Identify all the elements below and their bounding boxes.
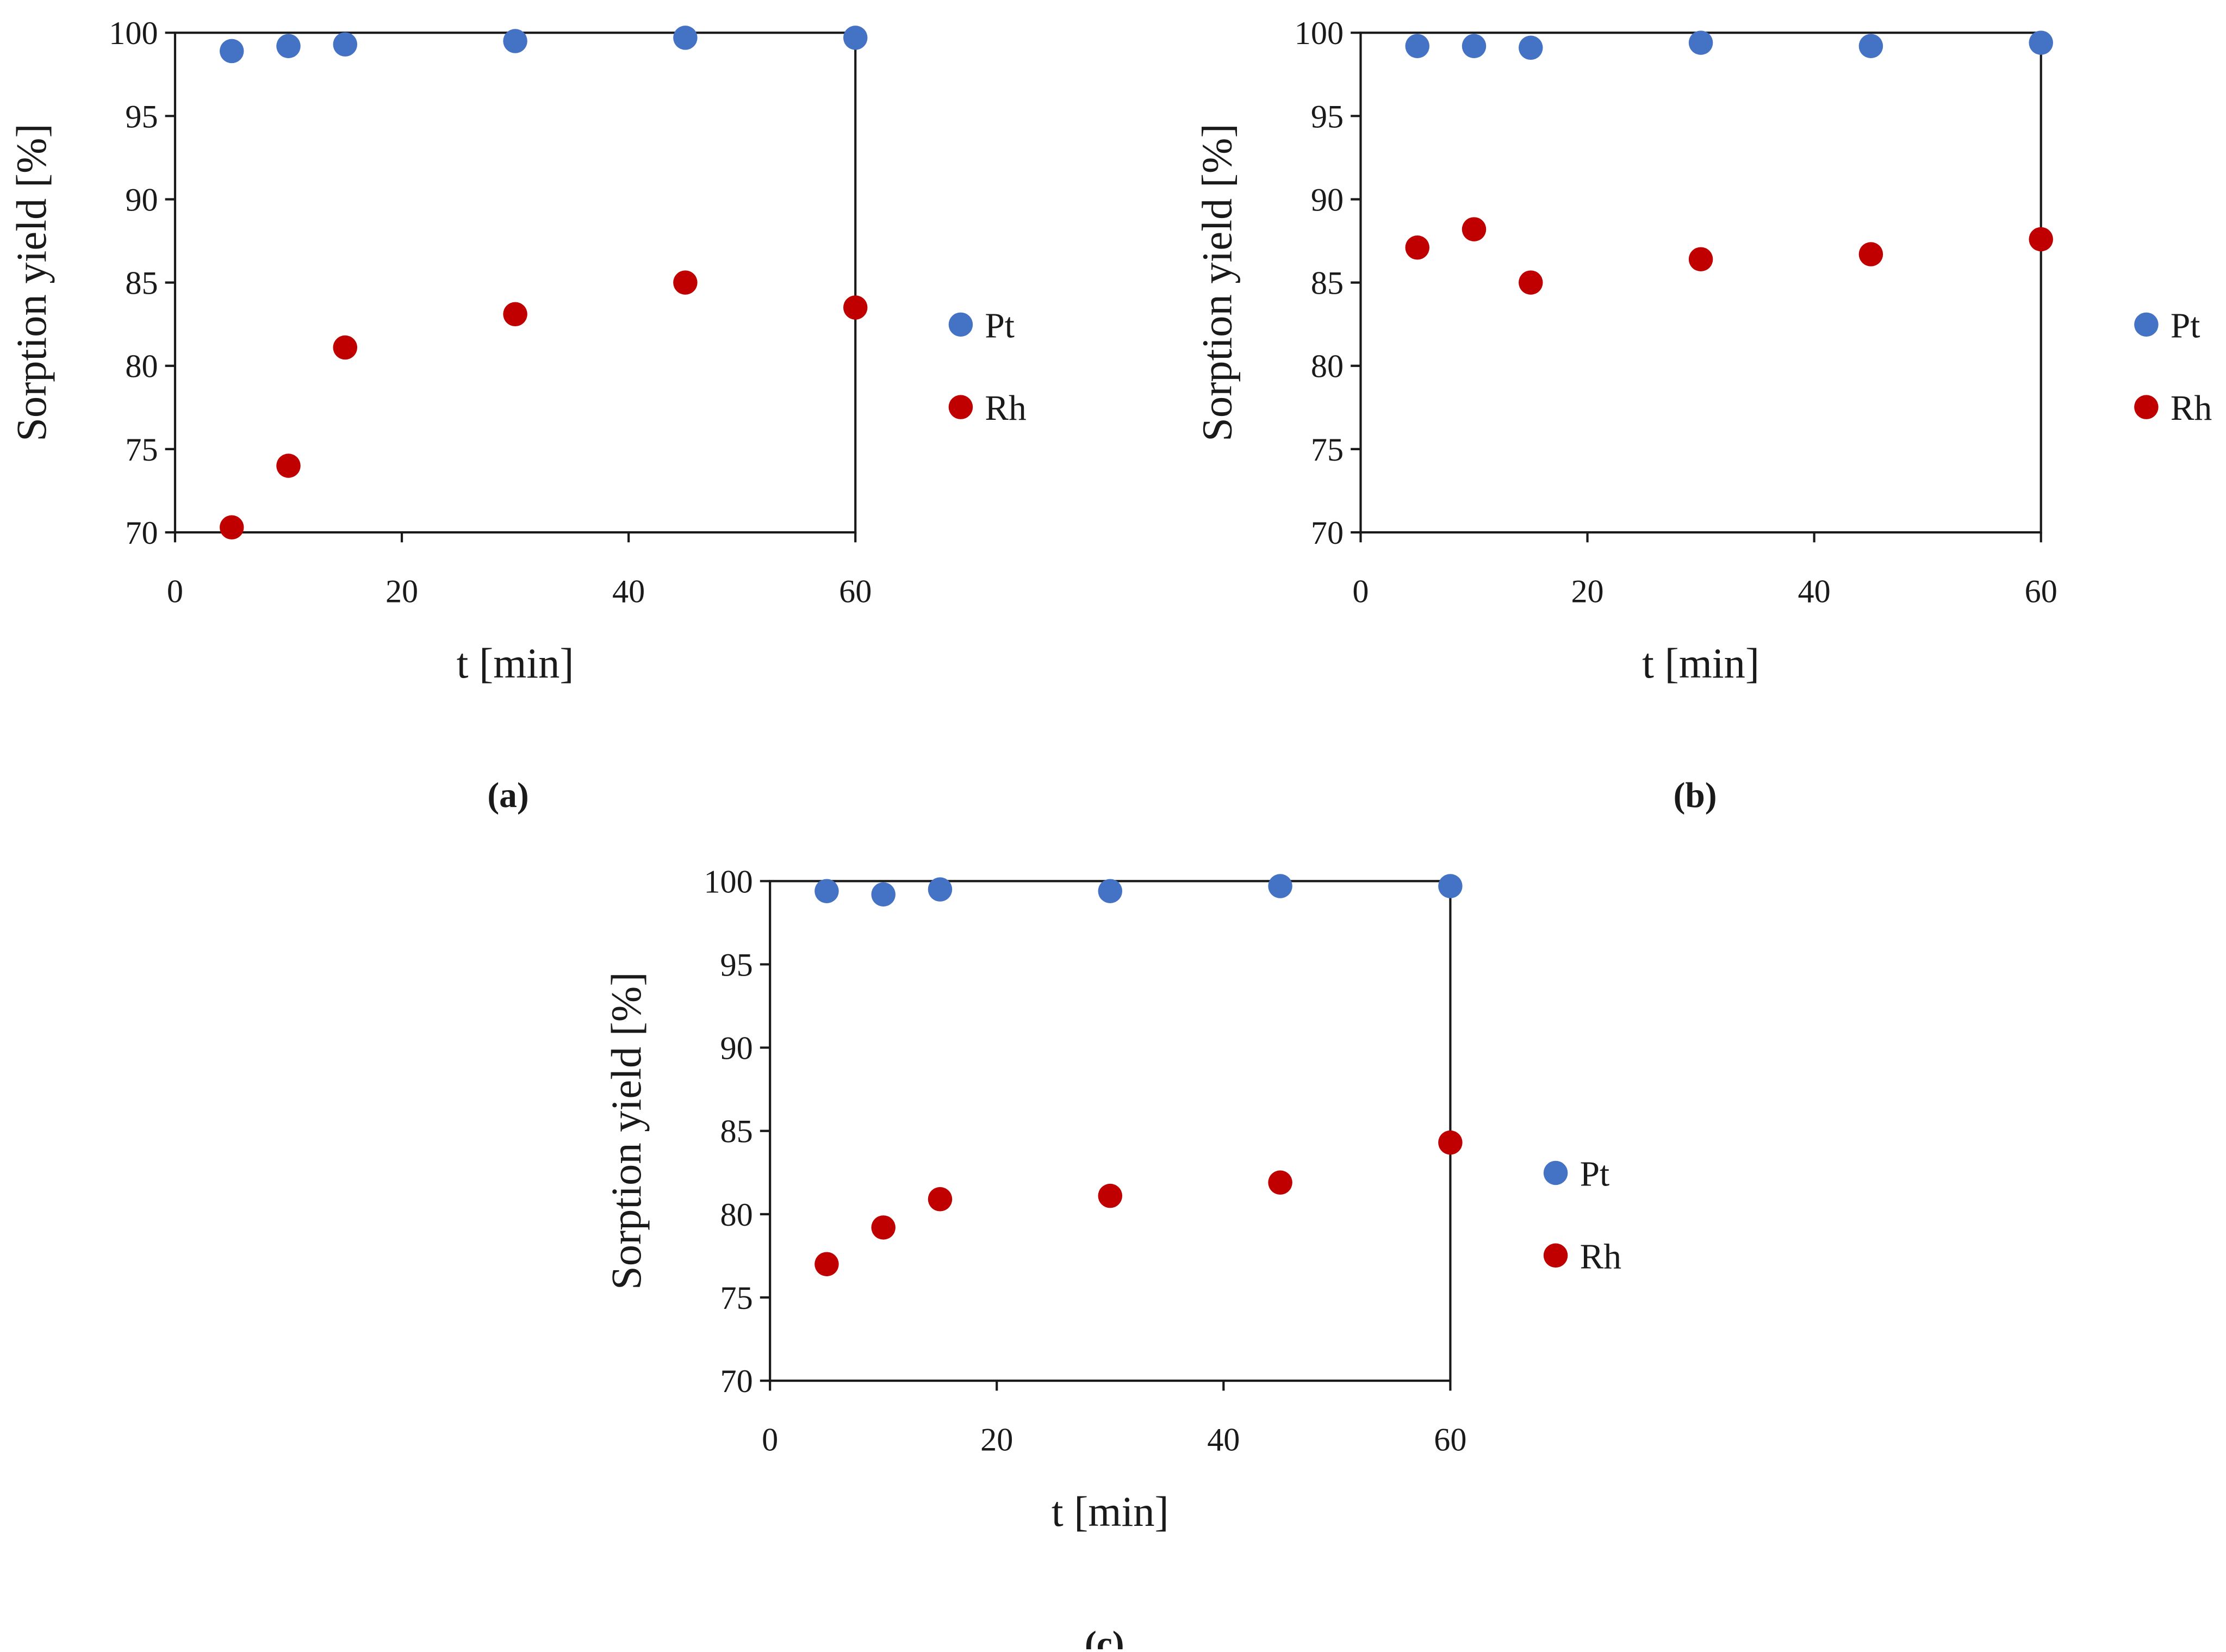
data-point-rh <box>2029 227 2053 252</box>
x-axis-title: t [min] <box>457 639 574 687</box>
data-point-rh <box>1268 1170 1292 1195</box>
data-point-pt <box>1098 879 1123 903</box>
x-tick-label: 0 <box>167 573 183 610</box>
plot-area-frame <box>1359 32 2042 534</box>
legend-marker-pt <box>1543 1160 1568 1185</box>
data-point-pt <box>333 32 358 57</box>
legend-label-pt: Pt <box>1580 1155 1610 1194</box>
legend-marker-rh <box>1543 1243 1568 1268</box>
data-point-pt <box>673 26 698 50</box>
data-point-pt <box>276 34 301 58</box>
y-axis-title: Sorption yield [%] <box>1193 123 1240 441</box>
data-point-pt <box>1462 34 1487 58</box>
data-point-pt <box>871 882 896 907</box>
x-axis-title: t [min] <box>1642 639 1759 687</box>
legend-label-rh: Rh <box>985 389 1026 428</box>
data-point-pt <box>1438 874 1463 898</box>
x-tick-label: 60 <box>1434 1421 1466 1458</box>
data-point-rh <box>1405 235 1429 260</box>
data-point-rh <box>503 302 527 327</box>
data-point-pt <box>1268 874 1292 898</box>
y-tick-label: 95 <box>720 947 753 983</box>
data-point-rh <box>1519 270 1543 295</box>
data-point-rh <box>333 335 358 360</box>
y-tick-label: 100 <box>704 864 753 900</box>
data-point-pt <box>928 877 953 902</box>
x-tick-label: 20 <box>980 1421 1013 1458</box>
panel-label: (a) <box>487 776 528 815</box>
data-point-rh <box>843 295 868 320</box>
plot-area-frame <box>173 32 857 534</box>
y-tick-label: 100 <box>1295 15 1344 52</box>
legend-marker-pt <box>948 312 973 337</box>
x-tick-label: 20 <box>1571 573 1603 610</box>
x-tick-label: 40 <box>612 573 645 610</box>
legend-label-pt: Pt <box>2171 306 2200 345</box>
data-point-rh <box>814 1252 839 1276</box>
y-tick-label: 85 <box>1311 265 1344 302</box>
y-tick-label: 100 <box>109 15 158 52</box>
x-tick-label: 0 <box>762 1421 778 1458</box>
y-tick-label: 90 <box>720 1030 753 1067</box>
data-point-pt <box>219 39 244 64</box>
y-tick-label: 70 <box>125 515 158 551</box>
x-tick-label: 40 <box>1798 573 1831 610</box>
data-point-rh <box>1462 217 1487 241</box>
chart-panel-1: 70 75 80 85 90 95 100 0 20 40 60 t [min] Sorption yi… <box>1193 15 2212 815</box>
x-tick-label: 60 <box>2025 573 2057 610</box>
data-point-pt <box>843 26 868 50</box>
data-point-rh <box>1098 1183 1123 1208</box>
data-point-rh <box>871 1215 896 1240</box>
data-point-rh <box>673 270 698 295</box>
x-tick-label: 60 <box>839 573 872 610</box>
y-tick-label: 80 <box>1311 349 1344 385</box>
legend-label-rh: Rh <box>2171 389 2212 428</box>
legend-marker-rh <box>2134 395 2159 419</box>
data-point-rh <box>219 515 244 540</box>
y-axis-title: Sorption yield [%] <box>8 123 55 441</box>
data-point-rh <box>928 1187 953 1212</box>
y-tick-label: 75 <box>125 432 158 468</box>
y-tick-label: 75 <box>720 1280 753 1316</box>
data-point-rh <box>1438 1130 1463 1155</box>
data-point-pt <box>814 879 839 903</box>
y-tick-label: 70 <box>1311 515 1344 551</box>
legend-label-pt: Pt <box>985 306 1015 345</box>
legend-label-rh: Rh <box>1580 1237 1621 1276</box>
chart-panel-2: 70 75 80 85 90 95 100 0 20 40 60 t [min] Sorption yi… <box>602 864 1621 1652</box>
y-tick-label: 80 <box>720 1197 753 1233</box>
data-point-pt <box>1858 34 1883 58</box>
data-point-pt <box>1519 35 1543 60</box>
y-tick-label: 85 <box>125 265 158 302</box>
y-tick-label: 85 <box>720 1114 753 1150</box>
y-tick-label: 90 <box>125 182 158 218</box>
x-axis-title: t [min] <box>1052 1488 1169 1535</box>
data-point-rh <box>1688 247 1713 271</box>
panel-label: (c) <box>1085 1624 1124 1649</box>
data-point-pt <box>1405 34 1429 58</box>
x-tick-label: 40 <box>1207 1421 1240 1458</box>
x-tick-label: 0 <box>1352 573 1369 610</box>
legend-marker-rh <box>948 395 973 419</box>
y-tick-label: 70 <box>720 1363 753 1400</box>
data-point-rh <box>276 454 301 478</box>
chart-panel-0: 70 75 80 85 90 95 100 0 20 40 60 t [min] Sorption yi… <box>8 15 1027 815</box>
x-tick-label: 20 <box>385 573 418 610</box>
y-tick-label: 75 <box>1311 432 1344 468</box>
data-point-pt <box>1688 30 1713 55</box>
legend-marker-pt <box>2134 312 2159 337</box>
y-tick-label: 80 <box>125 349 158 385</box>
data-point-pt <box>2029 30 2053 55</box>
y-axis-title: Sorption yield [%] <box>602 972 650 1290</box>
plot-area-frame <box>769 880 1452 1382</box>
y-tick-label: 95 <box>1311 98 1344 135</box>
data-point-rh <box>1858 242 1883 266</box>
y-tick-label: 90 <box>1311 182 1344 218</box>
y-tick-label: 95 <box>125 98 158 135</box>
panel-label: (b) <box>1674 776 1717 815</box>
data-point-pt <box>503 29 527 53</box>
